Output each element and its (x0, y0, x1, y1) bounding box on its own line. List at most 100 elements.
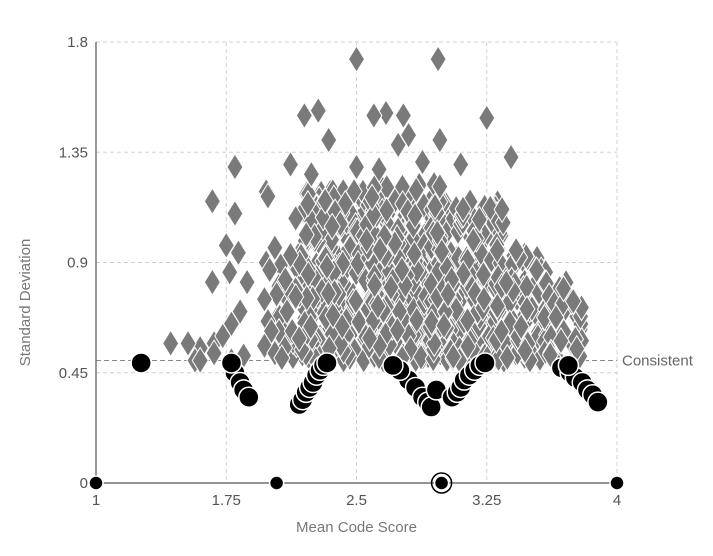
diamond-point-627 (466, 279, 484, 308)
diamond-point-212 (333, 312, 351, 341)
diamond-point-223 (323, 212, 341, 241)
diamond-point-741 (528, 256, 546, 285)
diamond-point-439 (388, 316, 407, 345)
diamond-point-850 (226, 199, 244, 228)
diamond-point-841 (203, 187, 221, 216)
diamond-point-735 (507, 236, 525, 265)
diamond-point-621 (470, 205, 488, 234)
diamond-point-740 (497, 268, 515, 297)
circle-point-2 (433, 475, 450, 491)
diamond-point-832 (226, 152, 244, 181)
circle-point-4 (130, 352, 152, 374)
diamond-point-845 (179, 329, 197, 358)
diamond-point-839 (370, 155, 388, 184)
circle-point-8 (238, 386, 260, 408)
diamond-point-874 (287, 204, 305, 233)
diamond-point-214 (318, 252, 336, 281)
diamond-point-778 (535, 303, 554, 332)
diamond-point-859 (266, 233, 284, 262)
y-tick-label: 0.45 (59, 365, 88, 382)
diamond-point-823 (309, 96, 327, 125)
diamond-point-834 (347, 152, 366, 181)
diamond-point-870 (287, 282, 305, 311)
diamond-point-436 (363, 183, 381, 212)
diamond-point-863 (255, 285, 274, 314)
x-axis-title: Mean Code Score (296, 519, 417, 536)
diamond-point-818 (299, 260, 317, 289)
diamond-point-827 (478, 103, 496, 132)
diamond-point-362 (407, 176, 425, 205)
diamond-point-879 (191, 346, 209, 375)
diamond-point-849 (217, 231, 235, 260)
diamond-point-631 (423, 308, 441, 337)
diamond-series (162, 45, 591, 375)
diamond-point-430 (393, 255, 411, 284)
diamond-point-198 (316, 186, 334, 215)
diamond-point-427 (358, 226, 376, 255)
circle-point-42 (557, 354, 580, 377)
diamond-point-228 (319, 279, 337, 308)
circle-point-25 (382, 354, 404, 377)
diamond-point-642 (459, 332, 477, 361)
diamond-point-835 (413, 148, 432, 177)
axes (95, 42, 617, 484)
diamond-point-855 (231, 297, 249, 326)
diamond-point-721 (498, 343, 516, 372)
diamond-point-840 (431, 172, 449, 201)
diamond-point-194 (345, 177, 363, 206)
diamond-point-824 (377, 99, 395, 128)
diamond-point-836 (452, 150, 470, 179)
diamond-point-770 (541, 340, 559, 369)
diamond-point-842 (203, 268, 221, 297)
diamond-point-837 (502, 143, 520, 172)
y-tick-labels: 0 0.45 0.9 1.35 1.8 (59, 34, 88, 492)
circle-point-41 (587, 391, 609, 413)
diamond-point-861 (261, 255, 279, 284)
diamond-point-448 (412, 343, 430, 372)
diamond-point-739 (518, 294, 536, 323)
diamond-point-602 (447, 295, 465, 324)
diamond-point-209 (331, 330, 350, 359)
diamond-point-825 (394, 101, 412, 130)
diamond-point-630 (481, 194, 499, 222)
diamond-point-742 (488, 292, 506, 320)
diamond-point-394 (405, 239, 423, 268)
x-tick-label: 1 (92, 492, 100, 509)
diamond-point-730 (492, 317, 511, 346)
circle-point-18 (316, 352, 338, 374)
circle-point-34 (474, 352, 496, 374)
y-tick-label: 1.8 (67, 34, 88, 51)
diamond-point-830 (431, 126, 449, 154)
diamond-point-619 (433, 237, 451, 266)
circle-point-0 (88, 475, 104, 491)
diamond-point-846 (162, 329, 180, 358)
y-tick-label: 0 (80, 475, 88, 492)
diamond-point-776 (552, 326, 570, 355)
y-tick-label: 1.35 (59, 144, 88, 161)
diamond-point-628 (494, 208, 512, 237)
circle-point-3 (609, 475, 625, 491)
diamond-point-640 (493, 195, 511, 224)
diamond-point-648 (439, 280, 457, 309)
diamond-point-737 (516, 336, 534, 365)
diamond-point-826 (365, 101, 383, 130)
diamond-point-622 (428, 218, 446, 247)
y-tick-label: 0.9 (67, 255, 88, 272)
diamond-point-218 (297, 220, 315, 249)
diamond-point-876 (273, 344, 291, 373)
diamond-point-775 (564, 287, 582, 316)
x-tick-label: 1.75 (212, 492, 241, 509)
diamond-point-431 (371, 235, 389, 264)
diamond-point-777 (554, 274, 573, 303)
y-axis-title: Standard Deviation (17, 239, 34, 367)
diamond-point-779 (547, 303, 565, 332)
circle-point-1 (268, 475, 285, 491)
diamond-point-851 (221, 258, 239, 287)
diamond-point-829 (389, 130, 407, 159)
diamond-point-848 (205, 339, 223, 368)
diamond-point-873 (290, 324, 308, 353)
x-tick-label: 4 (613, 492, 621, 509)
diamond-point-819 (302, 312, 320, 341)
diamond-point-858 (259, 182, 277, 211)
